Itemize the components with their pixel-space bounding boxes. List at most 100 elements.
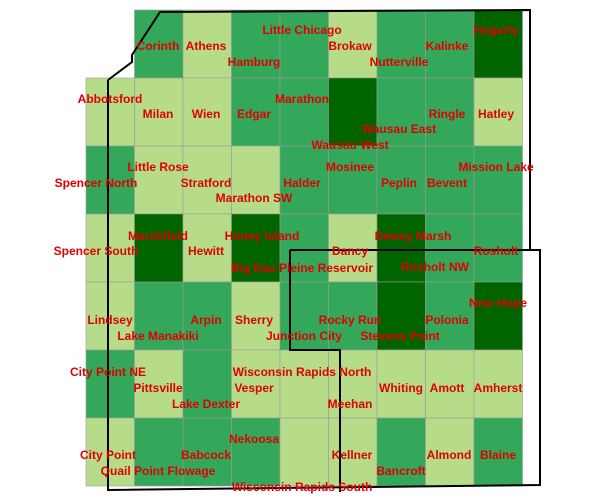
- map-cell: [328, 349, 378, 419]
- map-cell: [376, 349, 426, 419]
- map-cell: [328, 9, 378, 79]
- map-cell: [182, 77, 232, 147]
- place-label: Nutterville: [370, 55, 429, 69]
- map-cell: [473, 9, 523, 79]
- place-label: Little Rose: [127, 160, 189, 174]
- place-label: Almond: [427, 448, 472, 462]
- map-cell: [231, 213, 281, 283]
- place-label: Peplin: [381, 176, 417, 190]
- map-cell: [85, 281, 135, 351]
- place-label: Milan: [143, 107, 174, 121]
- place-label: Mosinee: [326, 160, 374, 174]
- place-label: Hatley: [478, 107, 514, 121]
- place-label: Hewitt: [188, 244, 224, 258]
- map-cell: [279, 145, 329, 215]
- map-cell: [376, 9, 426, 79]
- place-label: Bancroft: [376, 464, 425, 478]
- map-cell: [134, 213, 184, 283]
- map-cell: [473, 281, 523, 351]
- place-label: Polonia: [425, 313, 469, 327]
- place-label: Corinth: [137, 39, 180, 53]
- map-cell: [85, 77, 135, 147]
- map-cell: [182, 145, 232, 215]
- map-cell: [85, 349, 135, 419]
- map-cell: [473, 349, 523, 419]
- map-cell: [85, 213, 135, 283]
- map-cell: [134, 9, 184, 79]
- map-cell: [376, 213, 426, 283]
- place-label: Brokaw: [328, 39, 372, 53]
- place-label: Marshfield: [128, 229, 188, 243]
- map-cell: [279, 77, 329, 147]
- place-label: Kalinke: [426, 39, 469, 53]
- place-label: Honey Island: [225, 229, 300, 243]
- place-label: Hamburg: [228, 55, 281, 69]
- place-label: Junction City: [266, 329, 342, 343]
- place-label: Rosholt: [474, 244, 519, 258]
- place-label: Spencer North: [55, 176, 138, 190]
- map-cell: [85, 145, 135, 215]
- place-label: Arpin: [190, 313, 221, 327]
- place-label: Rocky Run: [319, 313, 382, 327]
- place-label: Bevent: [427, 176, 467, 190]
- map-cell: [279, 417, 329, 487]
- place-label: Pittsville: [133, 381, 183, 395]
- map-cell: [376, 145, 426, 215]
- place-label: City Point: [80, 448, 136, 462]
- place-label: Mission Lake: [458, 160, 534, 174]
- map-cell: [134, 281, 184, 351]
- map-cell: [473, 145, 523, 215]
- map-cell: [328, 145, 378, 215]
- map-cell: [328, 77, 378, 147]
- place-label: Dancy: [332, 244, 368, 258]
- map-cell: [231, 145, 281, 215]
- map-cell: [231, 9, 281, 79]
- map-cell: [182, 417, 232, 487]
- boundary: [107, 8, 541, 492]
- map-cell: [473, 417, 523, 487]
- map-cell: [473, 77, 523, 147]
- place-label: Athens: [186, 39, 227, 53]
- place-label: Lake Manakiki: [117, 329, 198, 343]
- place-label: Kellner: [332, 448, 373, 462]
- place-label: Spencer South: [54, 244, 139, 258]
- map-cell: [425, 9, 475, 79]
- map-cell: [473, 213, 523, 283]
- map-cell: [279, 9, 329, 79]
- place-label: Wisconsin Rapids North: [233, 365, 372, 379]
- map-cell: [182, 349, 232, 419]
- place-label: Amott: [430, 381, 465, 395]
- place-label: Halder: [283, 176, 321, 190]
- map-cell: [279, 213, 329, 283]
- map-cell: [182, 213, 232, 283]
- map-cell: [425, 145, 475, 215]
- map-cell: [134, 349, 184, 419]
- place-label: Quail Point Flowage: [101, 464, 216, 478]
- place-label: Sherry: [235, 313, 273, 327]
- place-label: Stevens Point: [360, 329, 439, 343]
- place-label: Wausau East: [362, 122, 436, 136]
- place-label: Stratford: [181, 176, 232, 190]
- map-cell: [231, 417, 281, 487]
- place-label: Lake Dexter: [172, 397, 240, 411]
- map-cell: [425, 77, 475, 147]
- place-label: Marathon SW: [216, 191, 293, 205]
- place-label: Marathon: [275, 92, 329, 106]
- map-cell: [328, 417, 378, 487]
- place-label: Blaine: [480, 448, 516, 462]
- map-cell: [425, 417, 475, 487]
- map-cell: [85, 417, 135, 487]
- place-label: Lindsey: [87, 313, 133, 327]
- place-label: Nekoosa: [229, 432, 279, 446]
- map-cell: [425, 281, 475, 351]
- place-label: Amherst: [474, 381, 523, 395]
- place-label: Edgar: [237, 107, 271, 121]
- place-label: Wien: [192, 107, 221, 121]
- place-label: Big Eau Pleine Reservoir: [231, 261, 373, 275]
- place-label: Meehan: [328, 397, 373, 411]
- place-label: Hogarty: [473, 23, 519, 37]
- map-cell: [231, 349, 281, 419]
- place-label: Vesper: [234, 381, 274, 395]
- place-label: Little Chicago: [262, 23, 341, 37]
- place-label: Whiting: [379, 381, 423, 395]
